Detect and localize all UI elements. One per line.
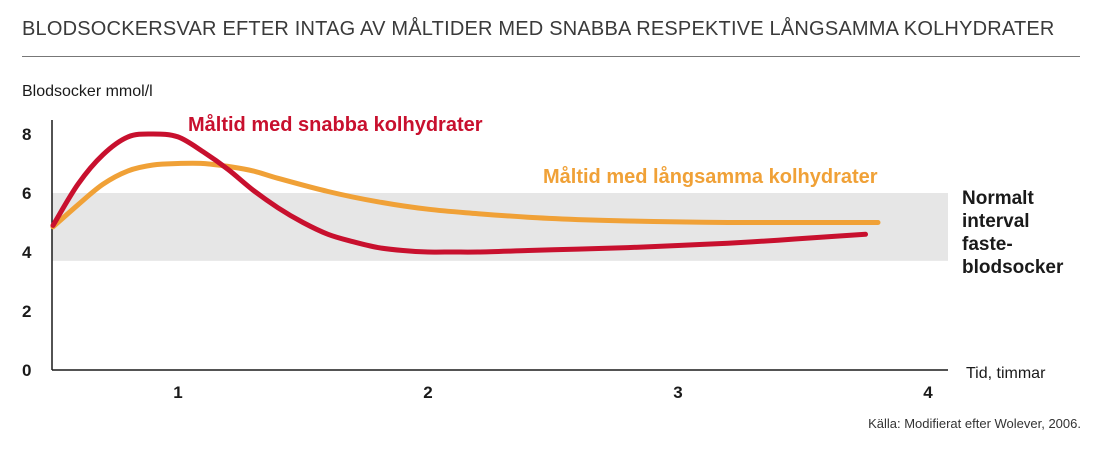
band-label-line: faste- — [962, 234, 1013, 255]
x-tick-label: 2 — [423, 383, 432, 402]
series-label-fast: Måltid med snabba kolhydrater — [188, 113, 483, 136]
band-label-line: Normalt — [962, 188, 1034, 209]
series-lines — [50, 131, 881, 255]
band-label-line: interval — [962, 211, 1030, 232]
series-label-slow: Måltid med långsamma kolhydrater — [543, 165, 878, 188]
axes — [51, 120, 948, 371]
y-tick-label: 8 — [22, 125, 31, 144]
y-tick-label: 0 — [22, 361, 31, 380]
chart-title: BLODSOCKERSVAR EFTER INTAG AV MÅLTIDER M… — [22, 18, 1055, 40]
x-tick-label: 3 — [673, 383, 682, 402]
source-note: Källa: Modifierat efter Wolever, 2006. — [868, 416, 1081, 431]
band-label-line: blodsocker — [962, 257, 1064, 278]
x-tick-label: 4 — [923, 383, 933, 402]
x-axis-label: Tid, timmar — [966, 365, 1046, 382]
y-tick-label: 6 — [22, 184, 31, 203]
series-line-slow — [50, 160, 881, 230]
title-rule — [22, 56, 1080, 57]
x-ticks: 1 2 3 4 — [173, 383, 933, 402]
series-line-fast — [50, 131, 868, 255]
y-ticks: 0 2 4 6 8 — [22, 125, 32, 380]
y-tick-label: 2 — [22, 302, 31, 321]
band-label: Normalt interval faste-blodsocker — [962, 188, 1064, 278]
x-tick-label: 1 — [173, 383, 182, 402]
y-axis-label: Blodsocker mmol/l — [22, 83, 153, 100]
y-tick-label: 4 — [22, 243, 32, 262]
